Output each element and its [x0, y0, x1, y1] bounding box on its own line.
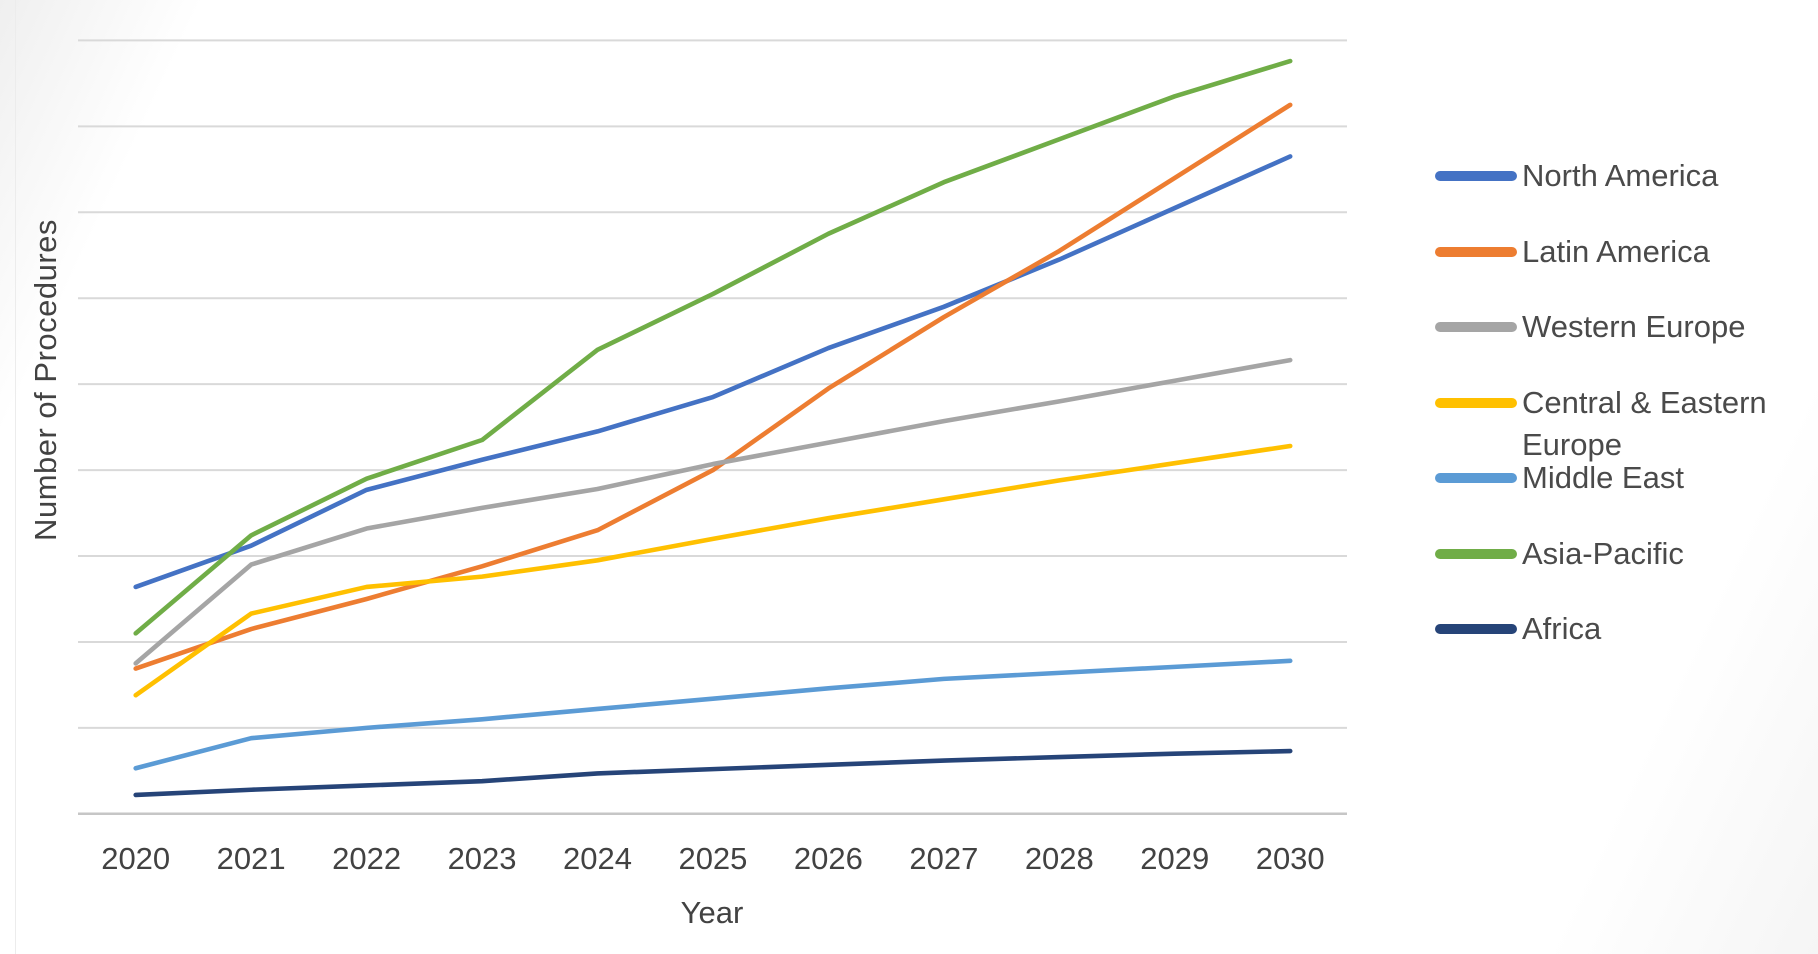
x-tick-label: 2023: [448, 841, 517, 876]
legend-line-swatch: [1435, 322, 1517, 332]
x-tick-label: 2026: [794, 841, 863, 876]
gridlines: [78, 39, 1347, 729]
legend-item-asia-pacific: Asia-Pacific: [1435, 533, 1684, 575]
legend-label: Western Europe: [1522, 309, 1746, 344]
series-line-central-eastern-europe: [133, 443, 1293, 698]
series-line-africa: [133, 748, 1293, 798]
legend-line-swatch: [1435, 624, 1517, 634]
legend-line-swatch: [1435, 473, 1517, 483]
legend-item-africa: Africa: [1435, 608, 1601, 650]
x-tick-label: 2030: [1256, 841, 1325, 876]
legend-label: Middle East: [1522, 460, 1684, 495]
x-axis-title: Year: [680, 895, 744, 930]
legend-item-north-america: North America: [1435, 155, 1718, 197]
x-tick-label: 2024: [563, 841, 632, 876]
x-tick-label: 2027: [909, 841, 978, 876]
x-tick-label: 2028: [1025, 841, 1094, 876]
x-tick-label: 2022: [332, 841, 401, 876]
series-lines: [133, 58, 1293, 798]
x-tick-labels: 2020 2021 2022 2023 2024 2025 2026 2027 2028 2029…: [101, 841, 1324, 876]
legend-label: Asia-Pacific: [1522, 535, 1684, 571]
legend-item-latin-america: Latin America: [1435, 231, 1710, 273]
legend-label: Africa: [1522, 611, 1602, 646]
legend-line-swatch: [1435, 171, 1517, 181]
series-line-middle-east: [133, 658, 1293, 771]
series-line-western-europe: [133, 357, 1293, 666]
legend-line-swatch: [1435, 548, 1517, 559]
series-line-asia-pacific: [133, 58, 1293, 636]
x-tick-label: 2025: [678, 841, 747, 876]
series-line-north-america: [133, 154, 1293, 590]
legend-line-swatch: [1435, 397, 1517, 408]
legend: North America Latin America Western Europe…: [1435, 0, 1805, 954]
y-axis-title: Number of Procedures: [28, 219, 63, 541]
legend-label: North America: [1522, 158, 1719, 193]
legend-label: Central & Eastern Europe: [1522, 384, 1767, 462]
x-tick-label: 2020: [101, 841, 170, 876]
legend-label: Latin America: [1522, 233, 1710, 269]
series-line-latin-america: [133, 102, 1293, 671]
legend-item-central-eastern-europe: Central & Eastern Europe: [1435, 382, 1772, 466]
x-tick-label: 2021: [217, 841, 286, 876]
legend-item-western-europe: Western Europe: [1435, 306, 1745, 348]
x-tick-label: 2029: [1140, 841, 1209, 876]
legend-item-middle-east: Middle East: [1435, 457, 1684, 499]
legend-line-swatch: [1435, 246, 1517, 257]
